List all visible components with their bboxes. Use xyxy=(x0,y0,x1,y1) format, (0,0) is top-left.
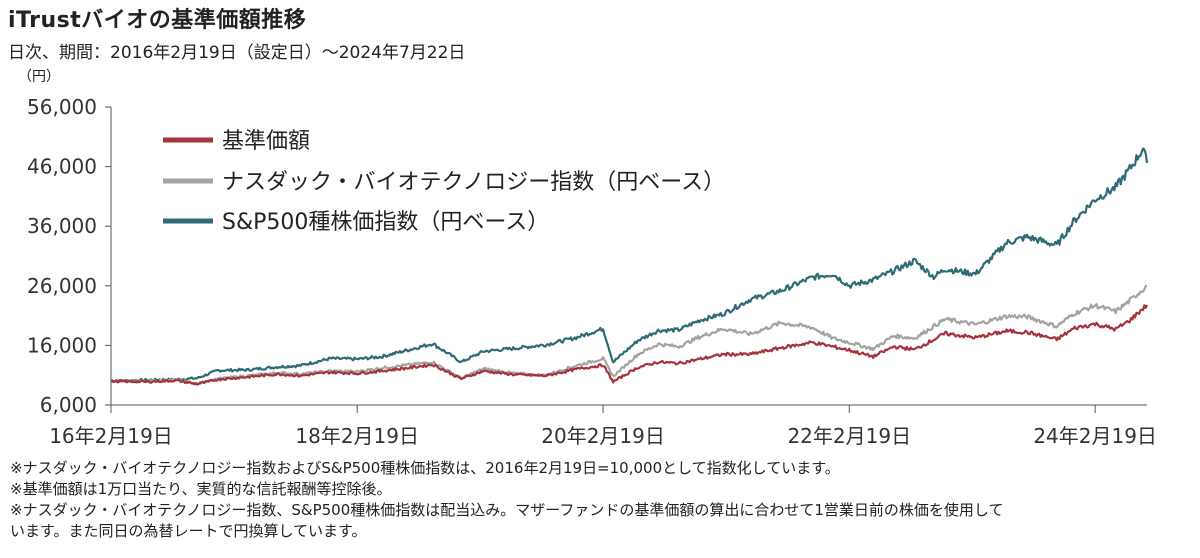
y-tick-label: 36,000 xyxy=(27,214,97,238)
x-tick-label: 24年2月19日 xyxy=(1033,424,1157,448)
y-tick-label: 6,000 xyxy=(40,393,97,417)
period-subtitle: 日次、期間：2016年2月19日（設定日）～2024年7月22日 xyxy=(8,43,466,63)
footnotes: ※ナスダック・バイオテクノロジー指数およびS&P500種株価指数は、2016年2… xyxy=(10,458,1195,542)
chart-svg: 6,000 16,000 26,000 36,000 46,000 56,000 16年2月… xyxy=(27,95,1157,448)
legend-label-2: S&P500種株価指数（円ベース） xyxy=(222,210,549,235)
x-tick-label: 20年2月19日 xyxy=(541,424,665,448)
y-tick-label: 26,000 xyxy=(27,274,97,298)
series-line-1 xyxy=(110,284,1148,385)
legend-label-1: ナスダック・バイオテクノロジー指数（円ベース） xyxy=(222,170,725,195)
page-title: iTrustバイオの基準価額推移 xyxy=(8,8,307,33)
series-line-2 xyxy=(110,147,1149,383)
x-tick-label: 22年2月19日 xyxy=(787,424,911,448)
legend-label-0: 基準価額 xyxy=(222,129,310,154)
series-line-0 xyxy=(110,304,1149,386)
y-tick-label: 46,000 xyxy=(27,155,97,179)
x-tick-label: 18年2月19日 xyxy=(295,424,419,448)
footnote-4: います。また同日の為替レートで円換算しています。 xyxy=(10,522,367,540)
x-tick-label: 16年2月19日 xyxy=(49,424,173,448)
chart-axes: 6,000 16,000 26,000 36,000 46,000 56,000 16年2月… xyxy=(27,95,1157,448)
y-tick-label: 56,000 xyxy=(27,95,97,119)
footnote-1: ※ナスダック・バイオテクノロジー指数およびS&P500種株価指数は、2016年2… xyxy=(10,459,840,477)
footnote-2: ※基準価額は1万口当たり、実質的な信託報酬等控除後。 xyxy=(10,480,392,498)
chart-series-lines xyxy=(110,147,1149,386)
y-axis-unit: （円） xyxy=(18,69,60,85)
y-tick-label: 16,000 xyxy=(27,333,97,357)
footnote-3: ※ナスダック・バイオテクノロジー指数、S&P500種株価指数は配当込み。マザーフ… xyxy=(10,501,1004,519)
